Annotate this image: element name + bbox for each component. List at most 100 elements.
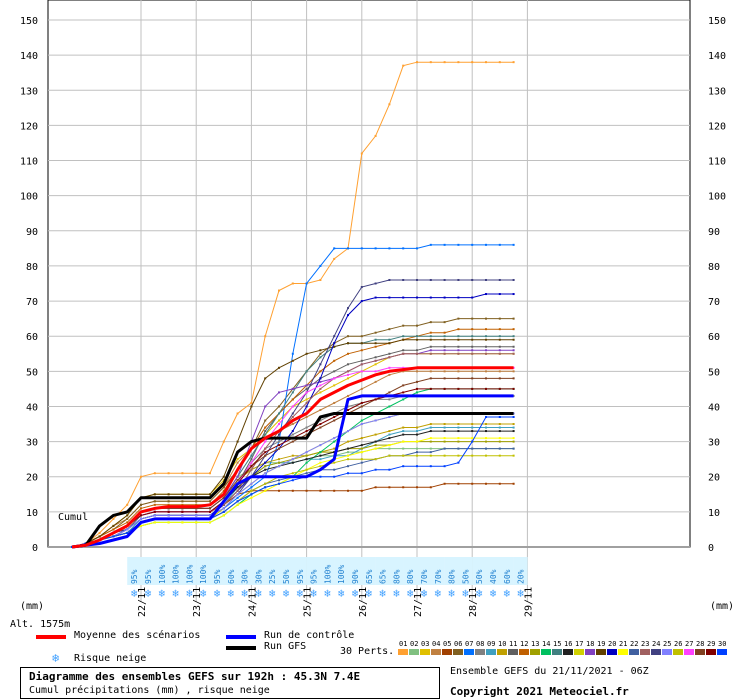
member-point-20 bbox=[416, 296, 418, 299]
member-point-22 bbox=[333, 468, 336, 471]
snow-risk-value: 65% bbox=[365, 569, 374, 584]
member-point-07 bbox=[236, 496, 239, 499]
snow-risk-cell bbox=[444, 557, 459, 585]
member-point-24 bbox=[485, 278, 487, 281]
snow-risk-value: 60% bbox=[227, 569, 236, 584]
member-point-23 bbox=[291, 416, 294, 419]
member-legend-label: 15 bbox=[553, 640, 561, 648]
snow-risk-value: 95% bbox=[144, 569, 153, 584]
member-point-11 bbox=[471, 345, 474, 348]
member-point-20 bbox=[347, 314, 349, 317]
member-point-07 bbox=[360, 247, 363, 250]
member-point-21 bbox=[457, 437, 460, 440]
snow-risk-value: 80% bbox=[406, 569, 415, 584]
member-point-26 bbox=[264, 482, 267, 485]
member-point-25 bbox=[140, 517, 142, 520]
member-legend-label: 28 bbox=[696, 640, 704, 648]
member-point-26 bbox=[429, 454, 432, 457]
snow-risk-cell bbox=[320, 557, 335, 585]
member-point-18 bbox=[291, 387, 294, 390]
member-point-21 bbox=[250, 496, 253, 499]
member-point-15 bbox=[457, 335, 460, 338]
member-point-04 bbox=[402, 370, 405, 373]
member-point-19 bbox=[429, 338, 432, 341]
member-point-23 bbox=[443, 352, 446, 355]
snowflake-icon: ❄ bbox=[324, 587, 331, 600]
member-point-11 bbox=[402, 349, 405, 352]
member-point-21 bbox=[236, 503, 239, 506]
member-point-30 bbox=[222, 510, 225, 513]
legend-members-label: 30 Perts. bbox=[340, 646, 395, 657]
member-legend-label: 10 bbox=[498, 640, 506, 648]
series-line-1 bbox=[71, 394, 514, 549]
member-point-07 bbox=[471, 243, 474, 246]
member-point-11 bbox=[485, 345, 487, 348]
y-tick-label-left: 110 bbox=[20, 157, 38, 168]
x-tick-label: 25/11 bbox=[303, 587, 314, 617]
member-point-07 bbox=[250, 486, 253, 489]
snowflake-icon: ❄ bbox=[421, 587, 428, 600]
member-point-14 bbox=[305, 461, 308, 464]
snow-risk-cell bbox=[279, 557, 293, 585]
member-point-04 bbox=[374, 380, 377, 383]
member-point-23 bbox=[416, 352, 418, 355]
member-point-09 bbox=[388, 433, 391, 436]
member-point-25 bbox=[347, 430, 349, 433]
member-point-21 bbox=[443, 437, 446, 440]
member-point-06 bbox=[264, 419, 267, 422]
member-legend-label: 19 bbox=[597, 640, 605, 648]
member-point-03 bbox=[347, 377, 349, 380]
member-point-19 bbox=[319, 349, 322, 352]
snow-risk-band: 95% ❄ 95% ❄ 100% ❄ 100% ❄ 100% ❄ 100% ❄ 95% ❄ 60% ❄ 30% ❄… bbox=[127, 557, 528, 600]
member-point-05 bbox=[333, 489, 336, 492]
y-tick-label-right: 140 bbox=[708, 51, 726, 62]
member-point-24 bbox=[512, 278, 515, 281]
snow-risk-cell bbox=[403, 557, 418, 585]
y-tick-label-right: 120 bbox=[708, 121, 726, 132]
member-point-30 bbox=[264, 486, 267, 489]
member-point-11 bbox=[512, 345, 515, 348]
member-point-03 bbox=[333, 384, 336, 387]
member-legend-label: 03 bbox=[421, 640, 429, 648]
y-tick-label-right: 40 bbox=[708, 402, 720, 413]
member-point-15 bbox=[512, 335, 515, 338]
member-point-23 bbox=[222, 503, 225, 506]
member-point-09 bbox=[416, 430, 418, 433]
member-point-05 bbox=[388, 486, 391, 489]
member-point-04 bbox=[471, 370, 474, 373]
member-point-15 bbox=[250, 454, 253, 457]
y-axis-left: 0 10 20 30 40 50 60 70 80 90 100 110 120 130 140 150 bbox=[20, 16, 38, 554]
member-point-19 bbox=[181, 493, 184, 496]
member-legend-swatch bbox=[486, 649, 496, 655]
snow-risk-cell bbox=[127, 557, 142, 585]
member-legend-label: 07 bbox=[465, 640, 473, 648]
member-point-22 bbox=[305, 472, 308, 475]
member-point-20 bbox=[360, 300, 363, 303]
member-point-12 bbox=[498, 328, 501, 331]
member-point-16 bbox=[236, 486, 239, 489]
member-point-25 bbox=[236, 493, 239, 496]
member-point-23 bbox=[360, 363, 363, 366]
snowflake-icon: ❄ bbox=[145, 587, 152, 600]
snowflake-icon: ❄ bbox=[227, 587, 234, 600]
member-point-16 bbox=[485, 430, 487, 433]
member-legend-label: 05 bbox=[443, 640, 451, 648]
member-point-06 bbox=[443, 321, 446, 324]
member-point-16 bbox=[360, 444, 363, 447]
x-tick-label: 23/11 bbox=[192, 587, 203, 617]
member-legend-label: 24 bbox=[652, 640, 660, 648]
member-legend-label: 01 bbox=[399, 640, 407, 648]
legend-mean-label: Moyenne des scénarios bbox=[74, 630, 201, 641]
member-point-26 bbox=[485, 454, 487, 457]
member-point-26 bbox=[402, 454, 405, 457]
member-point-30 bbox=[443, 465, 446, 468]
y-tick-label-left: 30 bbox=[26, 438, 38, 449]
member-legend-label: 12 bbox=[520, 640, 528, 648]
member-point-01 bbox=[360, 152, 363, 155]
snow-risk-cell bbox=[430, 557, 445, 585]
member-point-30 bbox=[278, 482, 280, 485]
member-point-05 bbox=[402, 486, 405, 489]
member-point-27 bbox=[360, 370, 363, 373]
member-point-06 bbox=[278, 405, 280, 408]
member-point-24 bbox=[471, 278, 474, 281]
